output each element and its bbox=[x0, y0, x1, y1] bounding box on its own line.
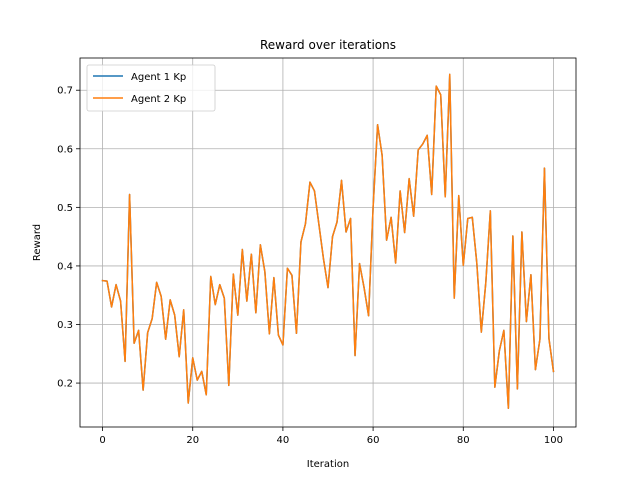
x-tick-label: 100 bbox=[544, 435, 563, 446]
x-tick-label: 0 bbox=[99, 435, 105, 446]
series-line-agent-2 bbox=[101, 73, 555, 410]
legend-label-agent-2: Agent 2 Kp bbox=[131, 94, 186, 105]
y-tick-label: 0.6 bbox=[57, 144, 73, 155]
y-tick-label: 0.2 bbox=[57, 379, 73, 390]
chart-title: Reward over iterations bbox=[260, 38, 396, 52]
x-tick-label: 60 bbox=[367, 435, 380, 446]
series-layer bbox=[101, 73, 555, 410]
x-gridlines bbox=[102, 58, 554, 427]
plot-area bbox=[80, 58, 576, 427]
y-tick-label: 0.4 bbox=[57, 261, 73, 272]
legend: Agent 1 Kp Agent 2 Kp bbox=[86, 64, 216, 112]
x-tick-label: 80 bbox=[457, 435, 470, 446]
y-gridlines bbox=[80, 89, 576, 384]
y-tick-label: 0.3 bbox=[57, 320, 73, 331]
x-tick-label: 20 bbox=[186, 435, 199, 446]
y-axis-label: Reward bbox=[32, 224, 43, 261]
y-tick-label: 0.5 bbox=[57, 203, 73, 214]
y-axis-ticks: 0.2 0.3 0.4 0.5 0.6 0.7 bbox=[57, 86, 80, 390]
y-tick-label: 0.7 bbox=[57, 86, 73, 97]
x-axis-ticks: 0 20 40 60 80 100 bbox=[99, 427, 563, 446]
plot-frame bbox=[79, 57, 577, 428]
legend-label-agent-1: Agent 1 Kp bbox=[131, 72, 186, 83]
x-axis-label: Iteration bbox=[307, 459, 349, 470]
x-tick-label: 40 bbox=[277, 435, 290, 446]
